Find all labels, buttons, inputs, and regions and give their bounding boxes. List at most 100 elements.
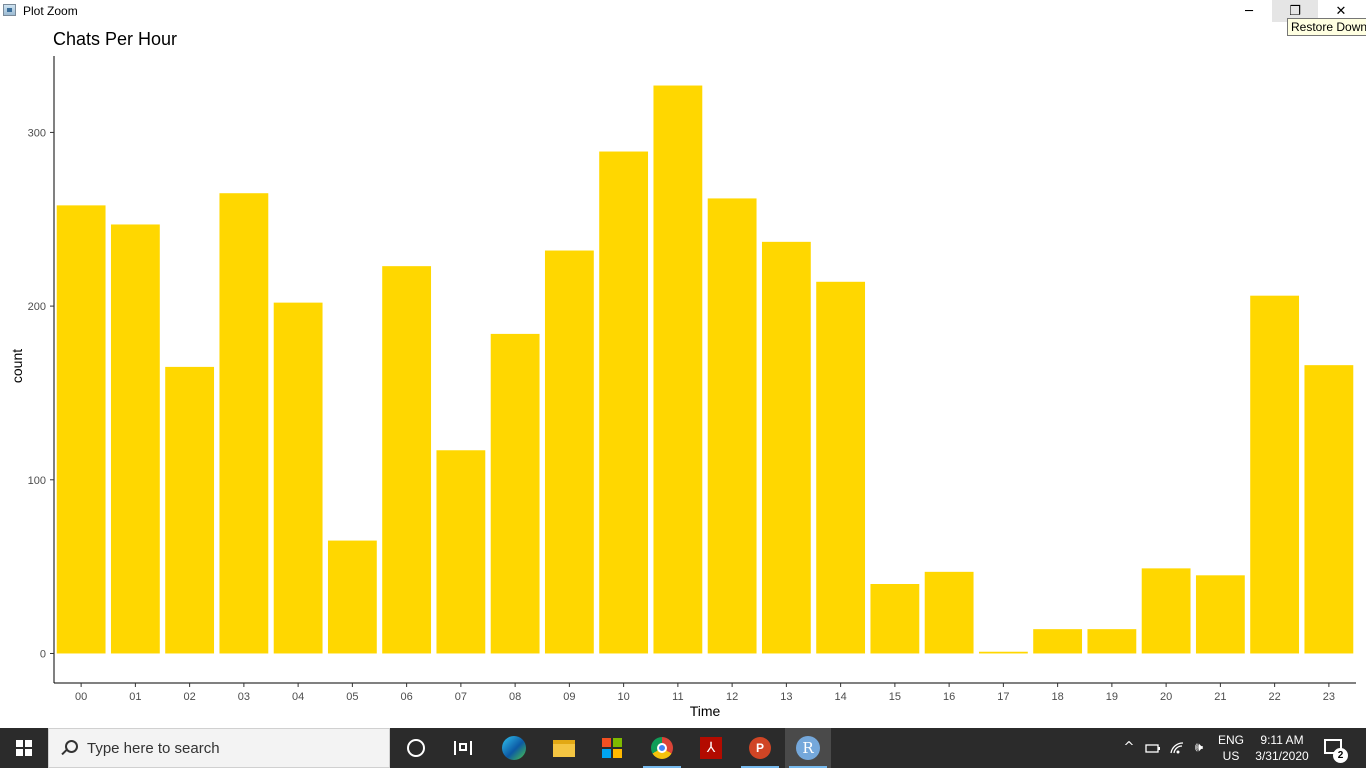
task-view-button[interactable] [440, 728, 486, 768]
bar-20 [1141, 568, 1191, 654]
start-button[interactable] [0, 728, 48, 768]
windows-logo-icon [16, 740, 32, 756]
bar-10 [599, 151, 649, 654]
acrobat-taskbar-button[interactable]: ⅄ [688, 728, 734, 768]
bar-11 [653, 85, 703, 654]
bar-15 [870, 584, 920, 654]
bar-17 [978, 651, 1028, 654]
chart-title: Chats Per Hour [53, 29, 178, 49]
x-tick-label: 09 [563, 691, 575, 703]
y-tick-label: 300 [28, 127, 46, 139]
x-tick-label: 17 [997, 691, 1009, 703]
file-explorer-taskbar-button[interactable] [541, 728, 587, 768]
x-tick-label: 12 [726, 691, 738, 703]
chrome-icon [651, 737, 673, 759]
acrobat-icon: ⅄ [700, 737, 722, 759]
x-tick-label: 07 [455, 691, 467, 703]
cortana-button[interactable] [393, 728, 439, 768]
chart-area: Chats Per Hour count 0 100 200 300 00 01 02 03 0… [0, 22, 1366, 728]
store-icon [602, 738, 622, 758]
x-axis-label: Time [689, 703, 721, 719]
bar-04 [273, 302, 323, 654]
store-taskbar-button[interactable] [589, 728, 635, 768]
window-title: Plot Zoom [23, 4, 78, 18]
input-language-indicator[interactable]: ENG US [1214, 732, 1248, 764]
x-tick-label: 15 [889, 691, 901, 703]
edge-icon [502, 736, 526, 760]
language-code: ENG [1217, 733, 1244, 747]
x-tick-label: 10 [618, 691, 630, 703]
x-tick-label: 11 [672, 691, 683, 703]
r-icon: R [796, 736, 820, 760]
search-icon [61, 740, 78, 756]
running-indicator [741, 766, 779, 768]
powerpoint-taskbar-button[interactable]: P [737, 728, 783, 768]
taskbar-search-box[interactable]: Type here to search [48, 728, 390, 768]
clock-date: 3/31/2020 [1255, 749, 1309, 763]
y-tick-label: 100 [28, 475, 46, 487]
bar-14 [816, 281, 866, 654]
battery-icon[interactable] [1145, 740, 1161, 756]
bar-13 [761, 241, 811, 654]
bar-22 [1250, 295, 1300, 654]
task-view-icon [454, 741, 472, 755]
wifi-shape [1170, 742, 1184, 754]
bar-06 [382, 266, 432, 654]
powerpoint-icon: P [749, 737, 771, 759]
bar-chart-plot: 0 100 200 300 00 01 02 03 04 05 06 07 08 09 10 11 12 13 14… [28, 56, 1356, 703]
y-tick-label: 200 [28, 301, 46, 313]
close-button[interactable]: ✕ [1335, 3, 1347, 19]
window-title-bar: Plot Zoom ─ ❐ ✕ [0, 0, 1366, 22]
x-tick-label: 01 [129, 691, 141, 703]
bar-23 [1304, 365, 1354, 654]
bar-18 [1033, 629, 1083, 654]
bar-21 [1195, 575, 1245, 654]
running-indicator [643, 766, 681, 768]
bar-00 [56, 205, 106, 654]
x-tick-label: 19 [1106, 691, 1118, 703]
x-tick-label: 20 [1160, 691, 1172, 703]
bar-05 [327, 540, 377, 654]
y-tick-label: 0 [40, 648, 46, 660]
bar-19 [1087, 629, 1137, 654]
volume-icon[interactable]: 🕪 [1194, 740, 1204, 755]
bar-12 [707, 198, 757, 654]
x-tick-label: 18 [1052, 691, 1064, 703]
restore-down-button[interactable]: ❐ [1272, 0, 1318, 22]
plot-zoom-app-icon [3, 4, 16, 16]
file-explorer-icon [553, 739, 575, 757]
bar-07 [436, 450, 486, 654]
edge-taskbar-button[interactable] [491, 728, 537, 768]
taskbar: Type here to search ⅄ P R ^ [0, 728, 1366, 768]
bar-16 [924, 571, 974, 654]
minimize-button[interactable]: ─ [1245, 3, 1253, 19]
x-tick-label: 13 [780, 691, 792, 703]
bar-09 [544, 250, 594, 654]
x-tick-label: 23 [1323, 691, 1335, 703]
taskbar-clock[interactable]: 9:11 AM 3/31/2020 [1250, 732, 1314, 764]
x-tick-label: 21 [1214, 691, 1226, 703]
x-tick-label: 06 [401, 691, 413, 703]
x-tick-label: 00 [75, 691, 87, 703]
x-tick-label: 05 [346, 691, 358, 703]
x-tick-label: 04 [292, 691, 304, 703]
x-tick-label: 02 [184, 691, 196, 703]
search-placeholder: Type here to search [87, 739, 220, 757]
x-tick-label: 16 [943, 691, 955, 703]
language-region: US [1222, 749, 1240, 763]
chrome-taskbar-button[interactable] [639, 728, 685, 768]
battery-shape [1145, 744, 1160, 753]
bar-03 [219, 193, 269, 654]
x-tick-label: 08 [509, 691, 521, 703]
cortana-icon [407, 739, 425, 757]
clock-time: 9:11 AM [1260, 733, 1304, 747]
bar-01 [110, 224, 160, 654]
x-tick-label: 03 [238, 691, 250, 703]
bar-08 [490, 333, 540, 654]
running-indicator [789, 766, 827, 768]
show-hidden-icons-chevron-icon[interactable]: ^ [1123, 740, 1135, 755]
r-taskbar-button[interactable]: R [785, 728, 831, 768]
notification-count-badge: 2 [1333, 748, 1348, 763]
wifi-icon[interactable] [1169, 740, 1185, 756]
bar-02 [165, 366, 215, 654]
